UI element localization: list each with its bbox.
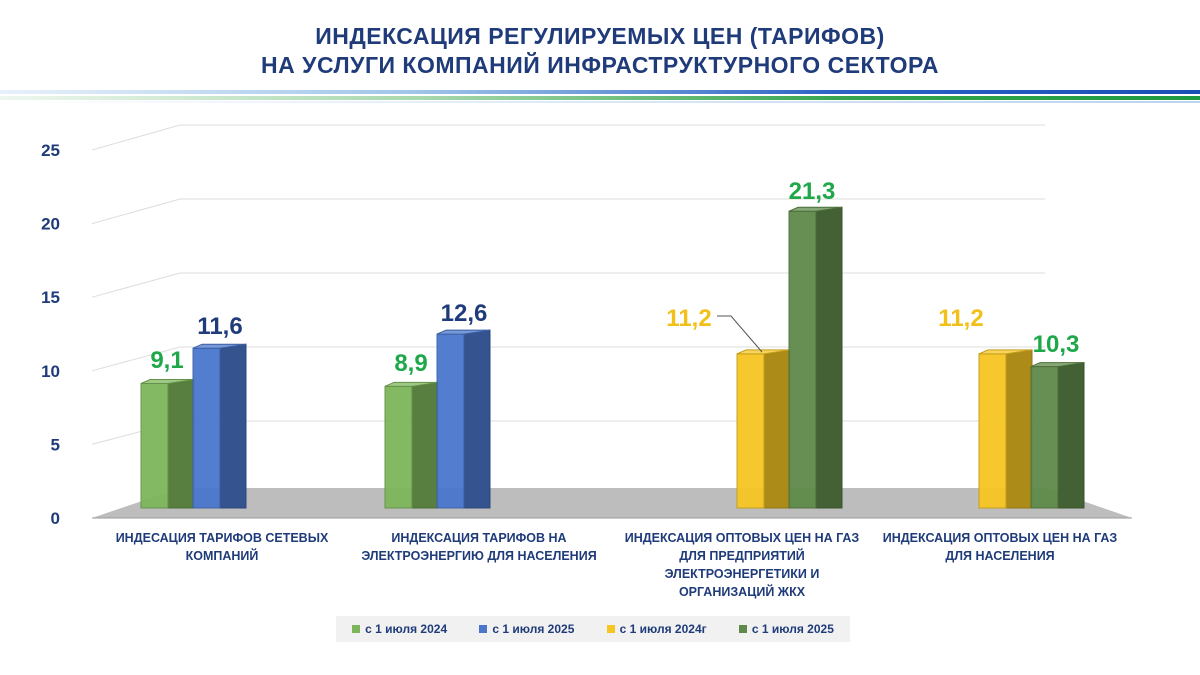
category-label-1: ИНДЕКСАЦИЯ ТАРИФОВ НА ЭЛЕКТРОЭНЕРГИЮ ДЛЯ… xyxy=(361,531,597,563)
data-label: 21,3 xyxy=(789,178,836,205)
category-label-2: ИНДЕКСАЦИЯ ОПТОВЫХ ЦЕН НА ГАЗ ДЛЯ ПРЕДПР… xyxy=(624,531,860,599)
data-label: 9,1 xyxy=(150,347,183,374)
gridline xyxy=(91,346,1045,372)
chart-floor xyxy=(92,488,1132,518)
data-label: 11,6 xyxy=(197,313,242,340)
legend-label: с 1 июля 2025 xyxy=(492,622,575,636)
bar xyxy=(192,347,221,509)
category-label-3: ИНДЕКСАЦИЯ ОПТОВЫХ ЦЕН НА ГАЗ ДЛЯ НАСЕЛЕ… xyxy=(882,531,1118,563)
bar-side-face xyxy=(167,378,195,509)
bar-side-face xyxy=(763,349,791,509)
legend-label: с 1 июля 2024 xyxy=(365,622,448,636)
legend-item: с 1 июля 2025 xyxy=(738,622,834,636)
title-line-2: НА УСЛУГИ КОМПАНИЙ ИНФРАСТРУКТУРНОГО СЕК… xyxy=(261,52,939,78)
bar-side-face xyxy=(815,206,843,509)
bar xyxy=(140,383,169,509)
data-label: 12,6 xyxy=(441,300,488,327)
legend-label: с 1 июля 2024г xyxy=(619,622,707,636)
y-tick-label: 10 xyxy=(41,362,60,381)
data-label-leader xyxy=(717,315,763,353)
bar-side-face xyxy=(1057,361,1085,509)
y-tick-label: 25 xyxy=(41,141,60,160)
gridline xyxy=(91,124,1045,151)
bar-top xyxy=(436,329,491,335)
gridline xyxy=(91,198,1045,225)
bar-top xyxy=(1030,362,1085,368)
header-stripe-light xyxy=(0,101,1200,103)
bar xyxy=(736,353,765,509)
bar xyxy=(1030,366,1059,509)
category-label-0: ИНДЕСАЦИЯ ТАРИФОВ СЕТЕВЫХ КОМПАНИЙ xyxy=(115,531,329,563)
legend-swatch xyxy=(352,625,361,633)
bar xyxy=(384,385,413,509)
page-title: ИНДЕКСАЦИЯ РЕГУЛИРУЕМЫХ ЦЕН (ТАРИФОВ) НА… xyxy=(0,22,1200,80)
bar xyxy=(436,333,465,509)
data-label: 11,2 xyxy=(938,305,983,332)
y-tick-label: 15 xyxy=(41,288,60,307)
y-tick-label: 20 xyxy=(41,215,60,234)
header-stripe-blue xyxy=(0,90,1200,94)
data-label: 8,9 xyxy=(394,350,427,377)
bar-top xyxy=(192,343,247,349)
legend-item: с 1 июля 2025 xyxy=(479,622,574,636)
y-tick-label: 0 xyxy=(51,509,60,528)
header-stripe-green xyxy=(0,96,1200,100)
data-label: 10,3 xyxy=(1033,331,1080,358)
bar-side-face xyxy=(1005,349,1033,509)
bar xyxy=(788,210,817,509)
gridline xyxy=(91,272,1045,298)
y-tick-label: 5 xyxy=(51,435,60,454)
bar-side-face xyxy=(463,329,491,509)
bar-top xyxy=(788,206,843,212)
legend-item: с 1 июля 2024 xyxy=(352,622,447,636)
legend-swatch xyxy=(606,625,615,633)
legend: с 1 июля 2024 с 1 июля 2025 с 1 июля 202… xyxy=(336,616,850,642)
bar xyxy=(978,353,1007,509)
bar-side-face xyxy=(219,343,247,509)
data-label: 11,2 xyxy=(666,305,711,332)
legend-swatch xyxy=(738,625,747,633)
legend-swatch xyxy=(479,625,488,633)
legend-label: с 1 июля 2025 xyxy=(751,622,834,636)
bar-side-face xyxy=(411,381,439,509)
legend-item: с 1 июля 2024г xyxy=(606,622,707,636)
bar-top xyxy=(978,349,1033,355)
title-line-1: ИНДЕКСАЦИЯ РЕГУЛИРУЕМЫХ ЦЕН (ТАРИФОВ) xyxy=(315,23,885,49)
